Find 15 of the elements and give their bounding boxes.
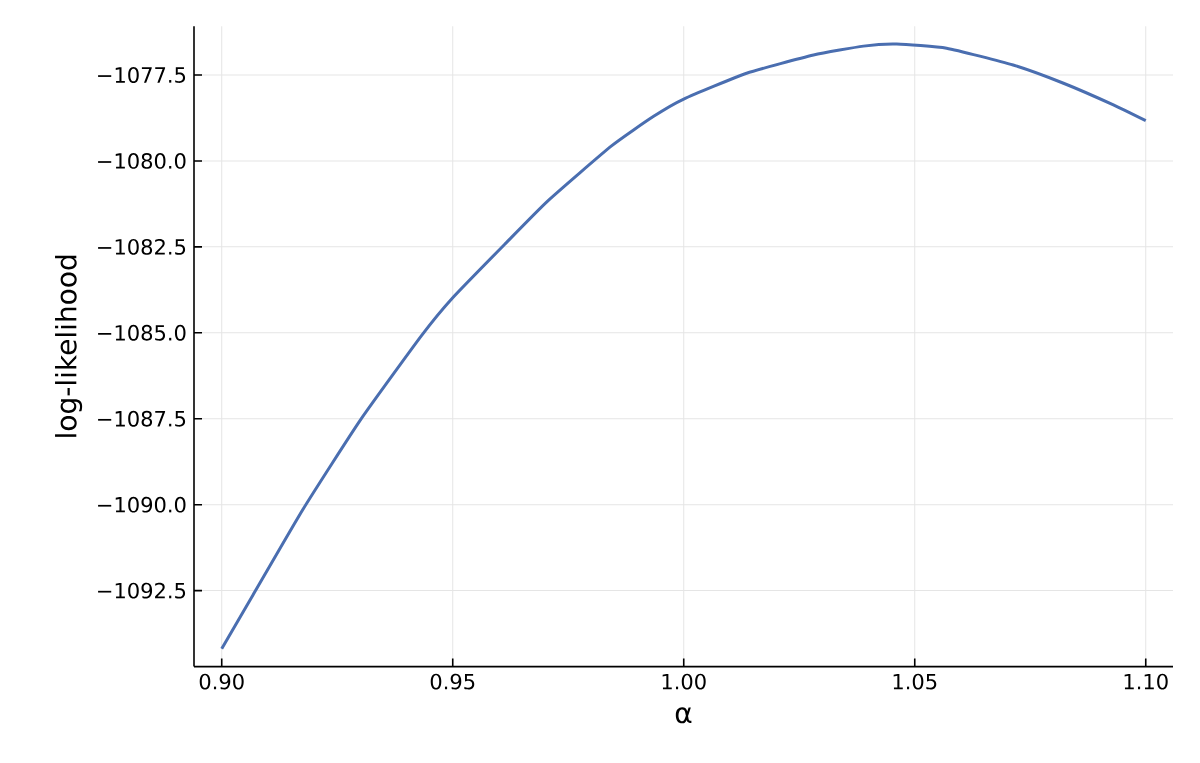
y-tick-label: −1082.5 xyxy=(98,238,186,255)
y-tick-label: −1085.0 xyxy=(98,324,186,341)
x-tick-label: 1.00 xyxy=(662,673,706,690)
x-tick-label: 0.95 xyxy=(430,673,475,690)
y-tick-label: −1087.5 xyxy=(98,410,186,427)
x-tick-label: 1.05 xyxy=(893,673,937,690)
line-series xyxy=(220,42,1148,651)
y-tick-label: −1092.5 xyxy=(98,582,186,599)
x-tick-label: 0.90 xyxy=(199,673,244,690)
x-axis-title: α xyxy=(675,707,692,724)
y-tick-label: −1090.0 xyxy=(98,496,186,513)
y-axis-title: log-likelihood xyxy=(55,255,83,437)
y-tick-label: −1077.5 xyxy=(98,67,186,83)
x-tick-label: 1.10 xyxy=(1124,673,1168,690)
y-tick-label: −1080.0 xyxy=(98,152,186,169)
